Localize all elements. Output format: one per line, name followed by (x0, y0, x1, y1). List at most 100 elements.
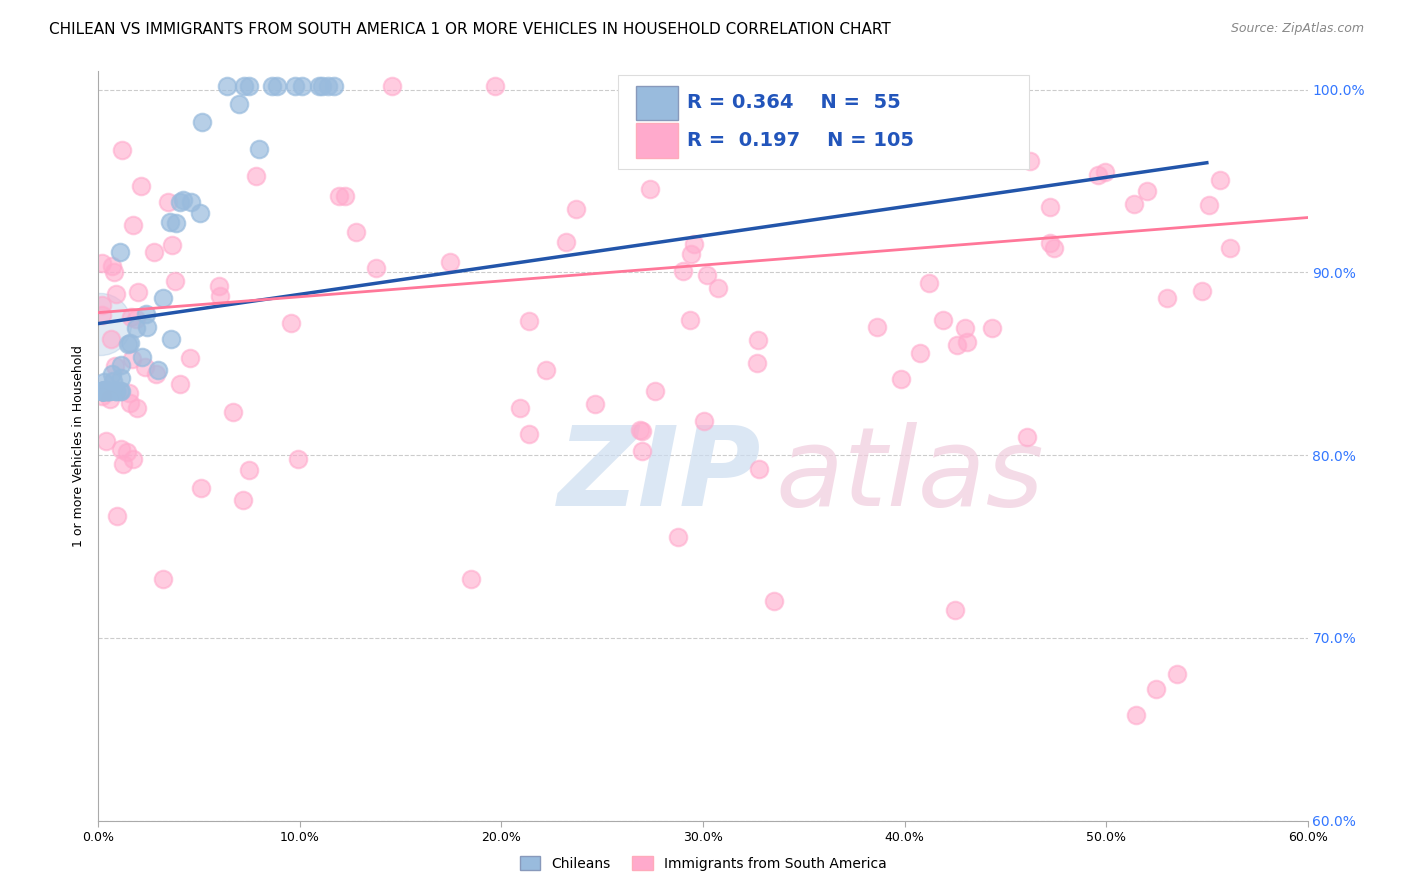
Point (1166, 667, 1188, 681)
Point (439, 254, 461, 268)
Point (821, 136, 844, 150)
Point (316, 78, 339, 93)
Point (91, 384, 114, 399)
Point (681, 246, 703, 260)
Point (266, 78, 288, 93)
Point (117, 336, 139, 351)
Point (287, 452, 309, 467)
Text: R = 0.364    N =  55: R = 0.364 N = 55 (688, 94, 901, 112)
Text: atlas: atlas (776, 423, 1045, 530)
Point (364, 260, 387, 275)
Point (1019, 154, 1042, 169)
Point (672, 264, 695, 278)
Point (157, 194, 180, 209)
Point (631, 444, 654, 458)
Point (222, 405, 245, 419)
Point (956, 334, 979, 349)
Point (100, 332, 122, 346)
Point (110, 442, 132, 456)
Point (96, 384, 118, 399)
Point (91, 384, 114, 399)
Point (103, 265, 125, 279)
Point (344, 225, 367, 239)
Point (98, 384, 121, 399)
Point (323, 78, 346, 93)
Point (104, 286, 127, 301)
Point (565, 202, 588, 216)
Point (91, 309, 114, 323)
Point (696, 268, 718, 283)
Point (1039, 200, 1062, 214)
Point (262, 78, 284, 93)
Point (190, 115, 212, 129)
Point (160, 333, 183, 347)
Point (232, 78, 254, 93)
Point (284, 78, 307, 93)
Point (136, 319, 159, 334)
Point (163, 274, 186, 288)
Point (91, 298, 114, 312)
Point (89, 317, 111, 331)
Point (238, 78, 260, 93)
Point (1209, 172, 1232, 186)
Point (228, 96, 250, 111)
Point (111, 143, 134, 157)
Point (666, 530, 689, 544)
Point (1087, 169, 1109, 183)
Point (280, 316, 302, 330)
Point (91, 384, 114, 399)
FancyBboxPatch shape (637, 123, 678, 158)
Point (640, 182, 662, 196)
Point (135, 307, 157, 321)
Point (946, 337, 969, 351)
Point (682, 237, 704, 252)
Point (169, 377, 191, 392)
Point (1198, 198, 1220, 212)
Point (955, 320, 977, 334)
Point (143, 245, 166, 260)
Point (98, 384, 121, 399)
Point (208, 278, 231, 293)
Point (1156, 291, 1178, 305)
Point (91, 384, 114, 399)
Point (121, 351, 143, 366)
Point (190, 481, 212, 495)
Point (917, 276, 939, 290)
Point (1039, 235, 1062, 250)
Point (122, 452, 145, 467)
Point (1094, 165, 1116, 179)
Point (91, 384, 114, 399)
Point (678, 313, 700, 327)
Point (104, 359, 127, 373)
Text: CHILEAN VS IMMIGRANTS FROM SOUTH AMERICA 1 OR MORE VEHICLES IN HOUSEHOLD CORRELA: CHILEAN VS IMMIGRANTS FROM SOUTH AMERICA… (49, 22, 891, 37)
Point (628, 423, 651, 437)
Point (169, 195, 191, 210)
Point (188, 206, 211, 220)
Point (120, 395, 142, 409)
Point (124, 320, 146, 334)
Point (110, 384, 132, 399)
Text: ZIP: ZIP (558, 423, 762, 530)
Point (129, 179, 152, 194)
Point (111, 457, 134, 471)
Point (108, 245, 131, 260)
Point (91, 256, 114, 270)
Point (91, 384, 114, 399)
Point (110, 358, 132, 372)
Point (943, 603, 966, 617)
Point (107, 508, 129, 523)
Point (534, 362, 557, 376)
Point (91, 389, 114, 403)
Point (1219, 241, 1241, 255)
Point (208, 289, 231, 303)
Point (152, 291, 174, 305)
Point (908, 345, 931, 359)
Point (1191, 285, 1213, 299)
Point (232, 493, 254, 508)
Point (104, 384, 127, 399)
Point (509, 401, 531, 416)
Point (890, 372, 912, 386)
Point (125, 311, 148, 326)
Point (631, 424, 654, 438)
Point (101, 367, 124, 381)
